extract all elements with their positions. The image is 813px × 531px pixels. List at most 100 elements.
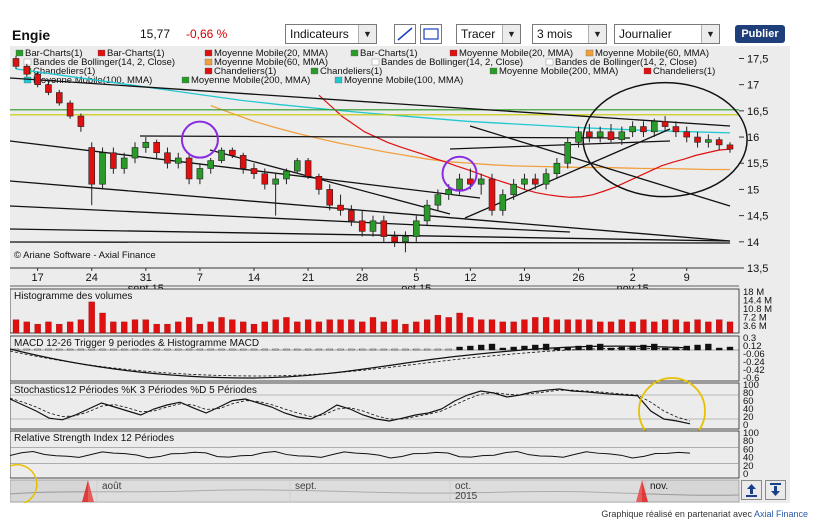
print-button[interactable] (765, 480, 786, 500)
candle (586, 131, 593, 138)
legend-item: Moyenne Mobile(200, MMA) (499, 66, 618, 77)
volume-bar (413, 321, 420, 334)
period-select[interactable]: 3 mois ▼ (532, 24, 607, 44)
macd-histogram-bar (413, 348, 420, 351)
line-tool-button[interactable] (394, 24, 416, 44)
macd-histogram-bar (294, 348, 301, 351)
volume-bar (218, 317, 225, 334)
last-price: 15,77 (140, 27, 171, 41)
volume-bar (553, 319, 561, 334)
volume-bar (315, 321, 323, 334)
legend-swatch (23, 76, 32, 84)
volume-bar (66, 321, 74, 334)
indicators-dropdown[interactable]: Indicateurs ▼ (285, 24, 377, 44)
candle (153, 141, 160, 154)
draw-dropdown[interactable]: Tracer ▼ (456, 24, 521, 44)
candle (369, 220, 377, 232)
candle (661, 121, 669, 127)
trendline-icon (397, 27, 413, 41)
macd-histogram-bar (467, 345, 474, 351)
legend-item: Chandeliers(1) (653, 66, 715, 77)
candle (358, 220, 366, 232)
candle (402, 236, 409, 243)
stochastics-axis-label: 20 (743, 412, 754, 423)
macd-histogram-bar (391, 348, 398, 351)
macd-histogram-bar (510, 346, 517, 351)
chevron-down-icon: ▼ (358, 25, 376, 43)
volume-bar (250, 323, 258, 334)
ma60-line (210, 105, 730, 171)
macd-histogram-bar (153, 348, 160, 351)
macd-histogram-bar (716, 347, 723, 351)
trend-line (9, 228, 731, 242)
footer-text: Graphique réalisé en partenariat avec (601, 509, 752, 519)
chart-area[interactable]: Bar-Charts(1) Bar-Charts(1) Moyenne Mobile… (9, 46, 790, 504)
export-button[interactable] (741, 480, 762, 500)
candle (542, 173, 550, 185)
volume-axis-label: 14.4 M (743, 296, 772, 307)
volume-bar (705, 321, 712, 334)
legend-swatch (585, 49, 594, 57)
candle (521, 178, 528, 185)
stochastics-k-line (9, 388, 691, 425)
legend-swatch (15, 49, 24, 57)
stochastics-axis-label: 0 (743, 420, 748, 431)
macd-histogram-bar (88, 348, 95, 351)
macd-histogram-bar (586, 344, 593, 351)
candle (250, 168, 258, 175)
volume-bar (164, 323, 171, 334)
x-axis-label: 9 (684, 272, 690, 284)
interval-label: Journalier (619, 27, 672, 41)
macd-histogram-bar (99, 348, 106, 351)
navigator-window (88, 480, 642, 502)
volume-axis-label: 3.6 M (743, 321, 767, 332)
toolbar: Engie 15,77 -0,66 % Indicateurs ▼ Tracer… (0, 0, 813, 46)
macd-histogram-bar (726, 346, 734, 351)
legend-swatch (334, 76, 343, 84)
macd-histogram-bar (456, 346, 463, 351)
candle (499, 194, 507, 211)
volume-bar (229, 319, 236, 334)
macd-histogram-bar (196, 348, 204, 351)
candle (391, 236, 398, 243)
macd-axis-label: 0.3 (743, 333, 756, 344)
upload-icon (746, 484, 757, 497)
rectangle-tool-button[interactable] (420, 24, 442, 44)
rsi-axis-label: 60 (743, 444, 754, 455)
legend-item: Moyenne Mobile(20, MMA) (214, 48, 328, 59)
publish-button[interactable]: Publier (735, 25, 785, 43)
volume-bar (478, 319, 485, 334)
legend-item: Bar-Charts(1) (25, 48, 83, 59)
x-axis-label: 28 (356, 272, 368, 284)
candle (629, 126, 636, 133)
candle (120, 157, 128, 169)
legend-item: Chandeliers(1) (33, 66, 95, 77)
candle (434, 194, 442, 206)
legend-item: Moyenne Mobile(100, MMA) (344, 75, 463, 86)
stochastics-title: Stochastics12 Périodes %K 3 Périodes %D … (14, 385, 257, 396)
volume-bar (142, 319, 149, 334)
candle (196, 168, 204, 180)
candle (618, 131, 626, 140)
candle (715, 139, 723, 146)
macd-histogram-bar (66, 348, 74, 351)
footer-brand[interactable]: Axial Finance (753, 509, 808, 519)
volume-bar (402, 323, 409, 334)
legend-swatch (545, 58, 554, 66)
price-axis-label: 15 (747, 184, 759, 196)
candle (531, 178, 539, 185)
candle (66, 102, 74, 117)
macd-histogram-bar (694, 344, 701, 351)
volume-bar (651, 321, 658, 334)
rsi-axis-label: 100 (743, 428, 759, 439)
macd-histogram-bar (34, 348, 41, 351)
chart-svg[interactable]: Bar-Charts(1) Bar-Charts(1) Moyenne Mobile… (9, 46, 790, 504)
candle (142, 141, 150, 148)
channel-icon (423, 28, 439, 40)
volume-bar (586, 319, 593, 334)
trend-line (9, 180, 731, 242)
interval-select[interactable]: Journalier ▼ (614, 24, 720, 44)
navigator-strip (9, 479, 740, 503)
macd-histogram-bar (218, 348, 225, 351)
legend-swatch (181, 76, 190, 84)
